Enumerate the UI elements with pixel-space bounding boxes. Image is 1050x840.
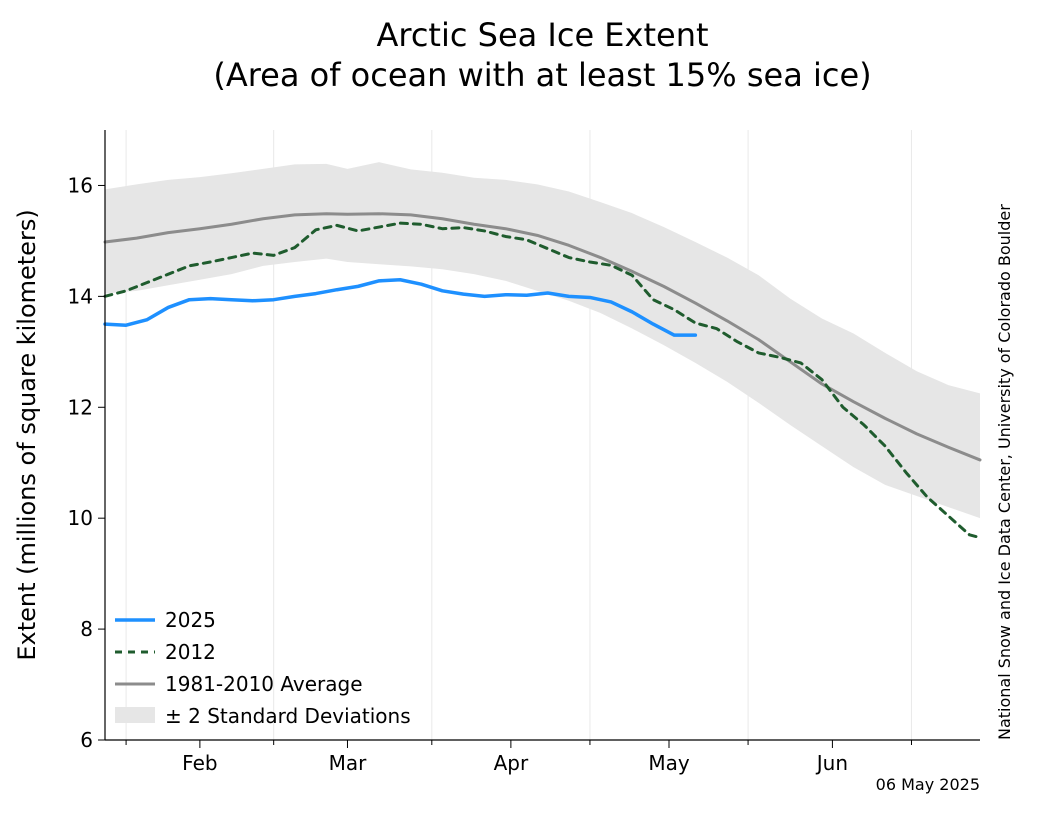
chart-subtitle: (Area of ocean with at least 15% sea ice… [213,56,871,94]
y-tick-label: 14 [68,284,93,308]
x-tick-label: Jun [815,751,848,775]
legend-label: ± 2 Standard Deviations [165,704,411,728]
legend-label: 1981-2010 Average [165,672,363,696]
x-tick-label: Apr [494,751,529,775]
data-credit: National Snow and Ice Data Center, Unive… [995,204,1014,740]
y-tick-label: 6 [80,728,93,752]
y-tick-label: 8 [80,617,93,641]
y-tick-label: 16 [68,173,93,197]
sea-ice-extent-chart: Arctic Sea Ice Extent(Area of ocean with… [0,0,1050,840]
chart-title: Arctic Sea Ice Extent [376,16,708,54]
legend-swatch-band [115,707,155,723]
footnote-date: 06 May 2025 [876,775,980,794]
x-tick-label: May [648,751,690,775]
legend-label: 2025 [165,608,216,632]
y-tick-label: 12 [68,395,93,419]
y-tick-label: 10 [68,506,93,530]
y-axis-label: Extent (millions of square kilometers) [13,209,41,660]
legend-label: 2012 [165,640,216,664]
x-tick-label: Feb [182,751,217,775]
x-tick-label: Mar [329,751,368,775]
